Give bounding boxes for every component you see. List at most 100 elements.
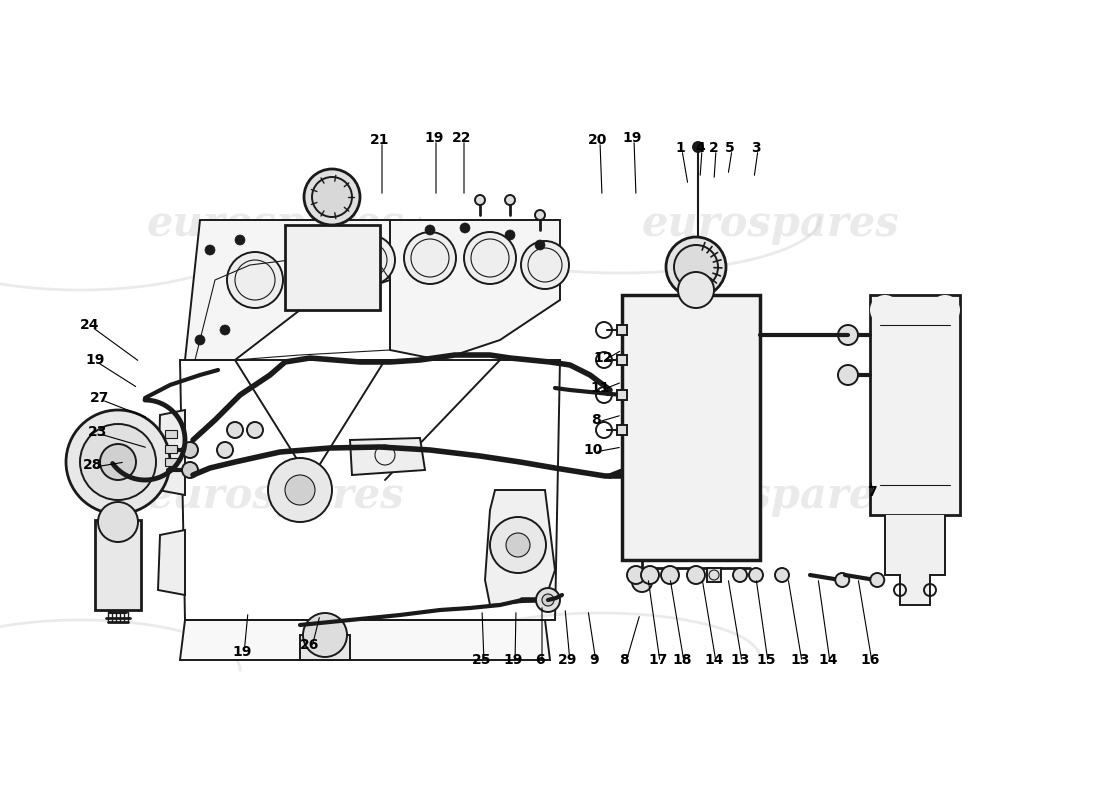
Circle shape [749,568,763,582]
Circle shape [838,325,858,345]
Bar [617,425,627,435]
Text: 23: 23 [88,425,108,439]
Polygon shape [185,220,390,360]
Circle shape [870,573,884,587]
Text: 4: 4 [695,141,705,155]
Text: 3: 3 [751,141,761,155]
Circle shape [490,517,546,573]
Bar [621,295,760,560]
Circle shape [505,230,515,240]
Text: 2: 2 [710,141,719,155]
Circle shape [464,232,516,284]
Circle shape [304,169,360,225]
Text: 29: 29 [559,653,578,667]
Polygon shape [158,530,185,595]
Text: 15: 15 [757,653,776,667]
Text: 14: 14 [818,653,838,667]
Text: 21: 21 [371,133,389,147]
Text: 27: 27 [90,391,110,405]
Text: 7: 7 [867,485,877,499]
Text: 10: 10 [583,443,603,457]
Bar [165,430,177,438]
Text: eurospares: eurospares [146,475,404,517]
Circle shape [227,252,283,308]
Circle shape [693,142,703,152]
Circle shape [542,594,554,606]
Text: 5: 5 [725,141,735,155]
Circle shape [268,458,332,522]
Text: 1: 1 [675,141,685,155]
Text: 6: 6 [536,653,544,667]
Circle shape [661,566,679,584]
Circle shape [220,325,230,335]
Circle shape [870,295,900,325]
Circle shape [733,568,747,582]
Bar [617,390,627,400]
Circle shape [182,442,198,458]
Circle shape [674,245,718,289]
Polygon shape [350,438,425,475]
Circle shape [182,462,198,478]
Text: 19: 19 [504,653,522,667]
Text: 11: 11 [591,381,609,395]
Circle shape [688,566,705,584]
Bar [165,458,177,466]
Circle shape [227,422,243,438]
Text: 8: 8 [591,413,601,427]
Text: 17: 17 [648,653,668,667]
Circle shape [535,210,544,220]
Circle shape [666,237,726,297]
Circle shape [425,225,435,235]
Bar [95,520,141,610]
Bar [707,568,721,582]
Text: 24: 24 [80,318,100,332]
Text: 19: 19 [623,131,641,145]
Polygon shape [390,220,560,360]
Bar [870,295,960,515]
Text: 13: 13 [790,653,810,667]
Polygon shape [300,635,350,660]
Circle shape [776,568,789,582]
Bar [617,325,627,335]
Circle shape [100,444,136,480]
Circle shape [632,572,652,592]
Circle shape [475,195,485,205]
Circle shape [835,573,849,587]
Text: eurospares: eurospares [146,203,404,245]
Bar [617,355,627,365]
Circle shape [195,335,205,345]
Circle shape [217,442,233,458]
Circle shape [838,365,858,385]
Text: eurospares: eurospares [641,475,899,517]
Polygon shape [158,410,185,495]
Polygon shape [886,515,945,605]
Circle shape [248,422,263,438]
Circle shape [312,177,352,217]
Text: 19: 19 [232,645,252,659]
Circle shape [505,195,515,205]
Text: 28: 28 [84,458,102,472]
Circle shape [292,237,348,293]
Polygon shape [485,490,556,605]
Bar [285,225,380,310]
Circle shape [627,566,645,584]
Circle shape [678,272,714,308]
Text: 19: 19 [425,131,443,145]
Circle shape [98,502,138,542]
Circle shape [930,295,960,325]
Text: 19: 19 [86,353,104,367]
Text: 12: 12 [593,351,613,365]
Text: eurospares: eurospares [641,203,899,245]
Text: 26: 26 [300,638,320,652]
Polygon shape [180,620,550,660]
Circle shape [235,235,245,245]
Text: 20: 20 [588,133,607,147]
Circle shape [535,240,544,250]
Circle shape [80,424,156,500]
Circle shape [205,245,214,255]
Circle shape [641,566,659,584]
Circle shape [302,613,346,657]
Bar [165,445,177,453]
Text: 8: 8 [619,653,629,667]
Text: 22: 22 [452,131,472,145]
